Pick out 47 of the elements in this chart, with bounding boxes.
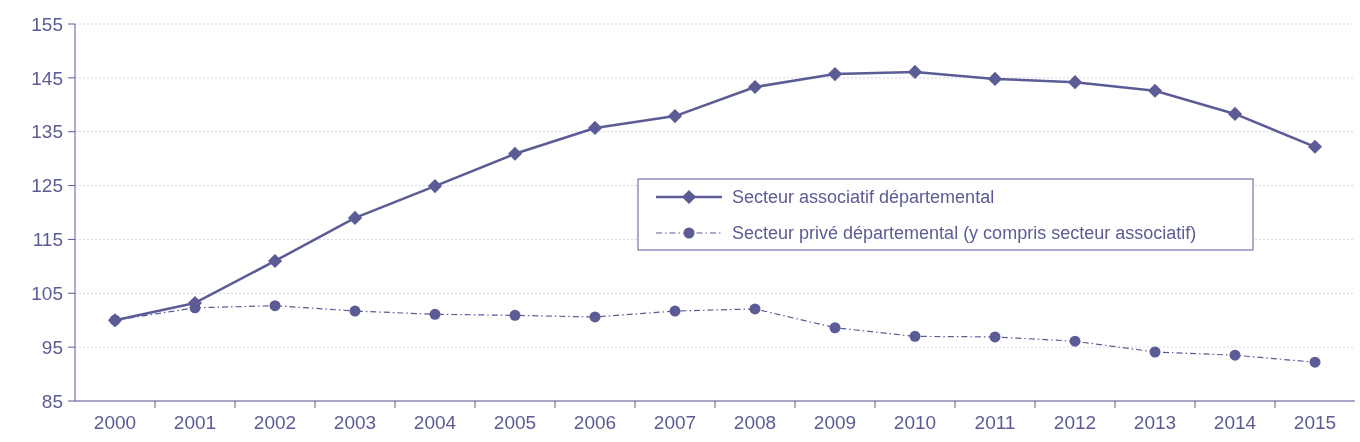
point [1307,139,1323,154]
point [1309,356,1321,368]
point [1147,83,1163,98]
point [989,331,1001,343]
legend-label: Secteur associatif départemental [732,187,995,208]
y-tick-label: 155 [31,13,63,35]
point [669,305,681,317]
y-tick-label: 125 [31,175,63,197]
point [1229,349,1241,361]
x-tick-label: 2002 [253,412,297,433]
x-tick-label: 2012 [1053,412,1097,433]
point [589,311,601,323]
y-tick-label: 145 [31,67,63,89]
y-tick-label: 85 [41,390,63,412]
point [267,253,283,269]
x-tick-label: 2004 [413,412,457,433]
point [909,330,921,342]
y-tick-label: 135 [31,121,63,143]
y-tick-label: 115 [32,229,63,251]
x-tick-label: 2013 [1133,412,1177,433]
y-tick-label: 105 [31,282,63,304]
point [829,322,841,334]
y-tick-label: 95 [41,336,63,358]
point [509,309,521,321]
x-tick-label: 2011 [974,412,1016,433]
point [427,179,443,194]
x-tick-label: 2015 [1293,412,1337,433]
x-tick-label: 2006 [573,412,617,433]
point [347,210,363,225]
x-tick-label: 2000 [93,412,137,433]
x-tick-label: 2008 [733,412,777,433]
x-tick-label: 2009 [813,412,857,433]
x-tick-label: 2003 [333,412,377,433]
point [269,300,281,312]
point [429,308,441,320]
point [349,305,361,317]
x-tick-label: 2001 [173,412,217,433]
x-tick-label: 2014 [1213,412,1257,433]
point [1067,75,1083,90]
point [507,146,523,161]
legend-label: Secteur privé départemental (y compris secteur associatif) [732,223,1197,244]
x-tick-label: 2007 [653,412,697,433]
x-tick-label: 2010 [893,412,937,433]
point [1069,335,1081,347]
point [749,303,761,315]
x-tick-label: 2005 [493,412,537,433]
point [1149,346,1161,358]
